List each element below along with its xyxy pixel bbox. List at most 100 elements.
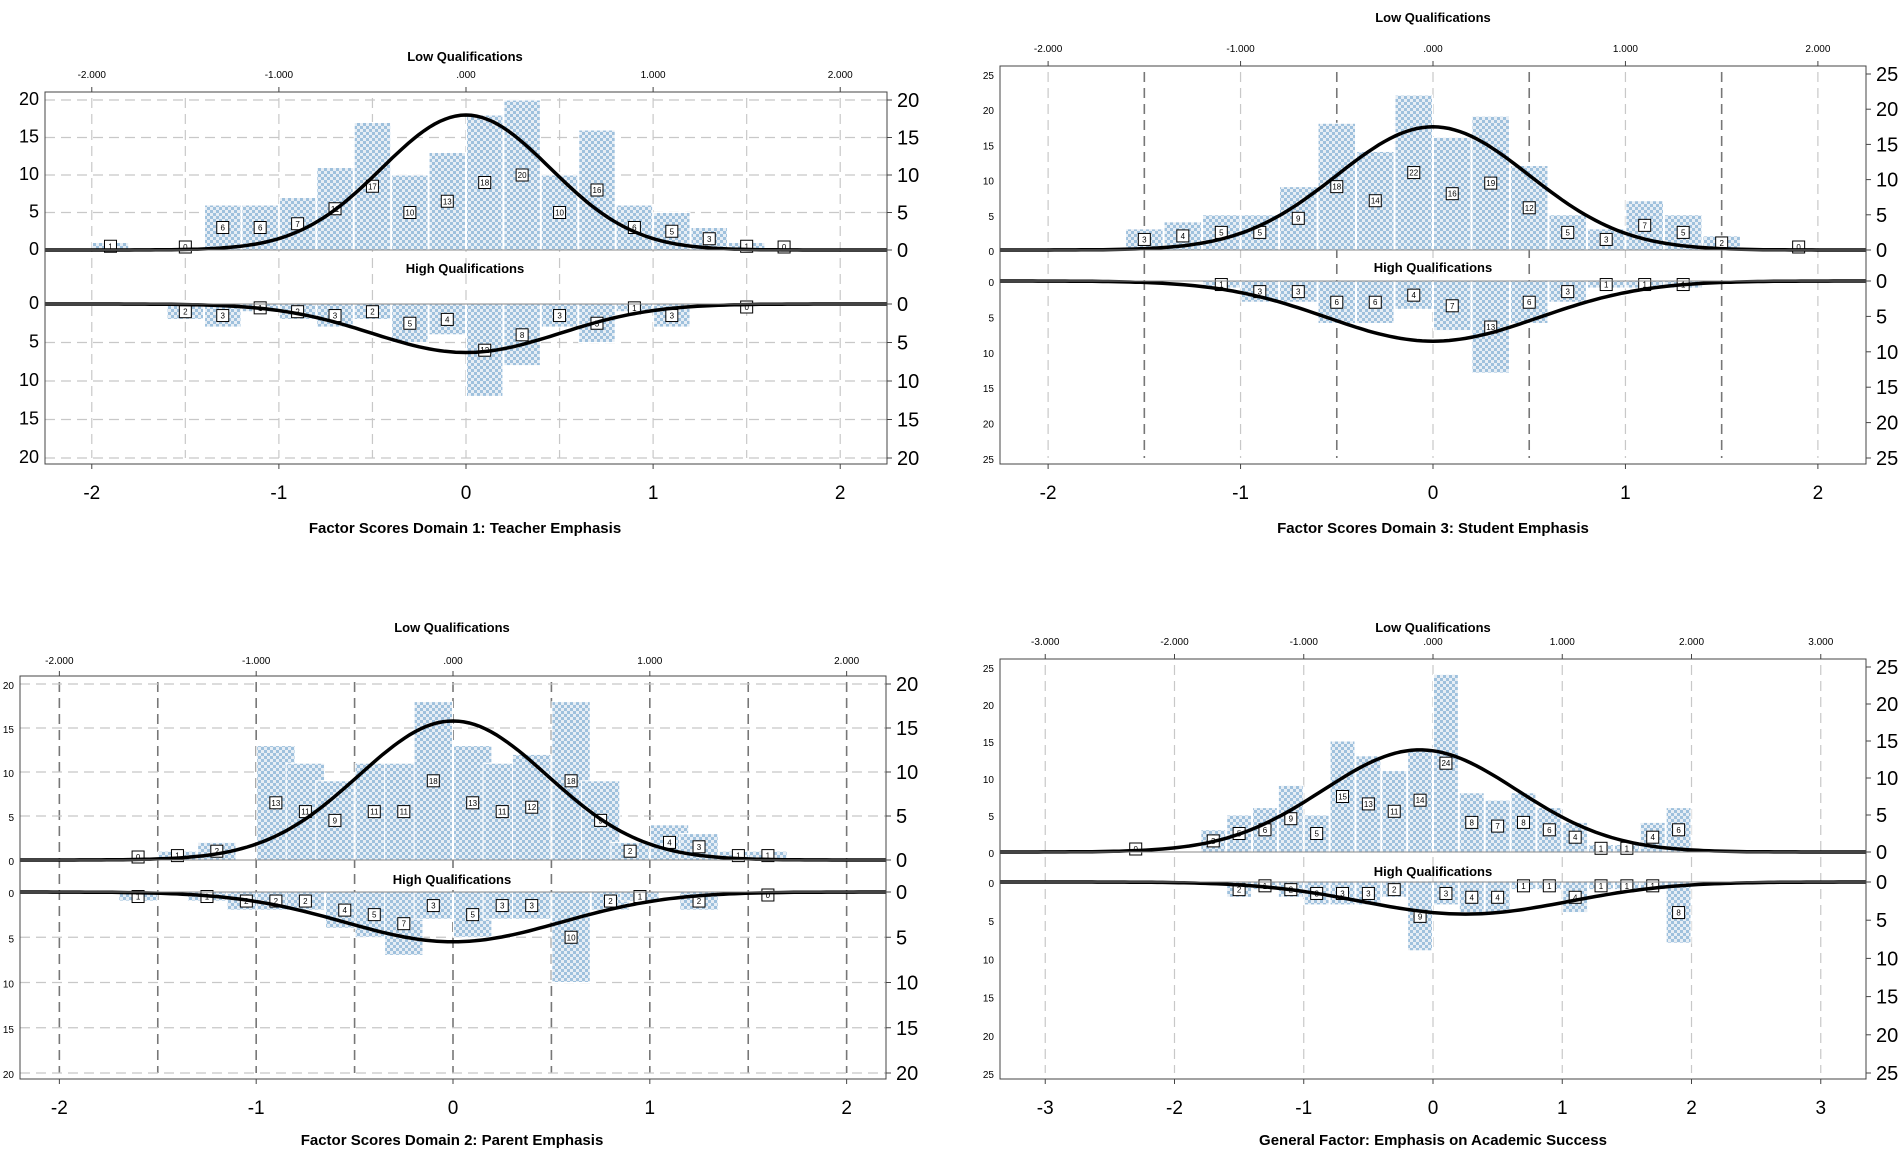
y-tick-label-left: 5 <box>8 934 14 945</box>
count-label-box <box>515 328 529 342</box>
count-label-box <box>466 908 480 922</box>
count-label: 1 <box>1547 882 1552 891</box>
y-tick-label-left: 10 <box>19 370 39 390</box>
count-label-box <box>403 206 417 219</box>
count-label: 8 <box>1676 909 1681 918</box>
count-label: 1 <box>1599 844 1604 853</box>
count-label: 5 <box>408 319 413 328</box>
count-label: 0 <box>766 891 771 900</box>
count-label: 5 <box>1258 228 1263 237</box>
count-label-box <box>478 176 492 189</box>
y-tick-label-left: 15 <box>19 127 39 147</box>
count-label-box <box>1491 890 1505 904</box>
count-label-box <box>397 805 411 819</box>
count-label-box <box>1439 886 1453 900</box>
x-axis-title: General Factor: Emphasis on Academic Suc… <box>1259 1132 1607 1149</box>
y-tick-label-left: 10 <box>983 775 995 786</box>
y-tick-label-left: 10 <box>983 955 995 966</box>
count-label-box <box>1599 232 1613 246</box>
y-tick-label-right: 15 <box>1876 987 1898 1009</box>
count-label-box <box>1439 756 1453 770</box>
count-label: 4 <box>1470 893 1475 902</box>
count-label-box <box>1407 166 1421 180</box>
x-tick-label: 1 <box>645 1098 656 1119</box>
count-label: 19 <box>1486 179 1495 188</box>
upper-normal-curve <box>1000 125 1866 252</box>
count-label-box <box>367 805 381 819</box>
x-tick-label: 3 <box>1815 1098 1826 1119</box>
count-label-box <box>1646 830 1660 844</box>
count-label: 0 <box>744 303 749 312</box>
count-label: 11 <box>370 808 379 817</box>
x-tick-label: 2 <box>841 1098 852 1119</box>
count-label: 6 <box>632 224 637 233</box>
count-label: 6 <box>1373 298 1378 307</box>
count-label: 14 <box>1416 796 1425 805</box>
count-label: 2 <box>1237 886 1242 895</box>
y-tick-label-left: 0 <box>988 247 994 258</box>
count-label-box <box>603 894 617 908</box>
count-label: 2 <box>697 897 702 906</box>
top-tick-label: .000 <box>1423 44 1443 55</box>
count-label: 3 <box>1565 288 1570 297</box>
count-label-box <box>1568 830 1582 844</box>
count-label: 4 <box>1412 291 1417 300</box>
count-label: 3 <box>1142 235 1147 244</box>
count-label: 10 <box>555 209 564 218</box>
y-tick-label-right: 10 <box>896 973 918 995</box>
y-tick-label-left: 20 <box>983 1032 995 1043</box>
count-label: 7 <box>1450 302 1455 311</box>
count-label: 5 <box>1565 228 1570 237</box>
count-label: 1 <box>744 242 749 251</box>
count-label: 13 <box>271 799 280 808</box>
count-label-box <box>1561 225 1575 239</box>
count-label: 1 <box>175 852 180 861</box>
x-tick-label: 1 <box>648 483 659 504</box>
count-label: 3 <box>707 235 712 244</box>
lower-panel-label: High Qualifications <box>393 872 511 887</box>
upper-normal-curve <box>45 113 887 252</box>
y-tick-label-left: 20 <box>983 420 995 431</box>
count-label-box <box>440 312 454 326</box>
count-label-box <box>426 774 440 788</box>
top-tick-label: -2.000 <box>1034 44 1063 55</box>
count-label-box <box>1542 823 1556 837</box>
x-tick-label: -2 <box>1040 483 1057 504</box>
count-label: 11 <box>301 808 310 817</box>
y-tick-label-right: 10 <box>1876 768 1898 790</box>
y-tick-label-right: 10 <box>1876 948 1898 970</box>
count-label: 6 <box>1676 826 1681 835</box>
y-tick-label-left: 20 <box>19 447 39 467</box>
count-label: 13 <box>1486 323 1495 332</box>
count-label: 7 <box>402 920 407 929</box>
top-tick-label: -2.000 <box>78 70 107 81</box>
count-label: 9 <box>333 816 338 825</box>
count-label: 2 <box>183 308 188 317</box>
count-label: 18 <box>429 777 438 786</box>
count-label-box <box>403 316 417 330</box>
count-label: 3 <box>670 312 675 321</box>
y-tick-label-left: 0 <box>29 293 39 313</box>
y-tick-label-right: 0 <box>897 294 908 316</box>
y-tick-label-left: 20 <box>983 106 995 117</box>
top-tick-label: .000 <box>456 70 476 81</box>
count-label-box <box>1594 879 1608 893</box>
y-tick-label-right: 20 <box>1876 413 1898 435</box>
y-tick-label-right: 25 <box>1876 64 1898 86</box>
count-label: 1 <box>1604 281 1609 290</box>
count-label: 3 <box>431 902 436 911</box>
grid <box>20 682 886 1074</box>
y-tick-label-right: 5 <box>896 927 907 949</box>
count-label-box <box>1522 201 1536 215</box>
lower-normal-curve <box>1000 279 1866 343</box>
y-tick-label-left: 5 <box>29 202 39 222</box>
top-tick-label: 2.000 <box>1679 637 1704 648</box>
count-label: 8 <box>1521 818 1526 827</box>
count-label: 3 <box>1340 889 1345 898</box>
count-label: 6 <box>1547 826 1552 835</box>
count-label: 4 <box>667 838 672 847</box>
y-tick-label-right: 10 <box>897 165 919 187</box>
count-label: 16 <box>1448 190 1457 199</box>
